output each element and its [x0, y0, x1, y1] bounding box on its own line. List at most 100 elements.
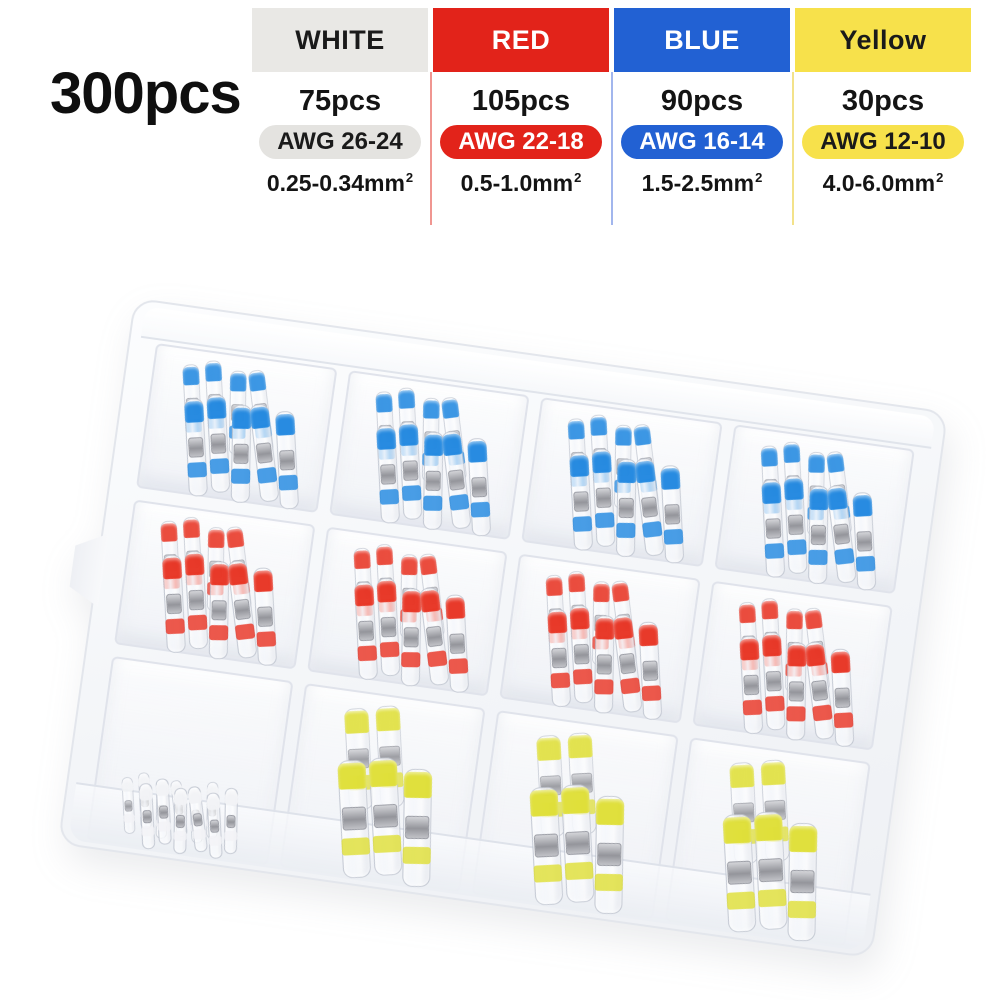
heat-shrink-band	[529, 789, 560, 817]
heat-shrink-band-lower	[787, 539, 808, 555]
solder-ring	[596, 654, 612, 675]
heat-shrink-band-lower	[550, 672, 571, 689]
connector-yellow	[722, 813, 757, 933]
solder-ring	[810, 525, 827, 545]
connector-row-front	[155, 547, 283, 667]
solder-ring	[165, 593, 182, 614]
heat-shrink-band	[547, 611, 568, 634]
heat-shrink-band	[545, 577, 564, 597]
solder-ring	[380, 617, 397, 638]
heat-shrink-band	[762, 634, 783, 657]
connector-blue	[467, 437, 492, 537]
column-header-yellow: Yellow	[795, 8, 971, 72]
heat-shrink-band	[183, 400, 204, 423]
heat-shrink-band-lower	[726, 890, 756, 910]
heat-shrink-band-lower	[833, 712, 854, 729]
total-count: 300pcs	[50, 61, 242, 126]
solder-ring	[765, 518, 782, 539]
solder-ring	[159, 804, 169, 819]
heat-shrink-band	[809, 488, 829, 511]
heat-shrink-band-lower	[564, 861, 594, 881]
heat-shrink-band-lower	[470, 502, 491, 518]
solder-ring	[278, 450, 295, 471]
heat-shrink-band	[174, 790, 188, 806]
column-title: RED	[491, 24, 551, 55]
solder-ring	[811, 680, 829, 702]
connector-red	[739, 635, 764, 735]
solder-ring	[233, 598, 251, 620]
solder-ring	[211, 600, 227, 621]
heat-shrink-band	[376, 427, 397, 451]
solder-ring	[341, 806, 367, 831]
box-latch	[62, 529, 108, 607]
heat-shrink-band	[403, 771, 432, 798]
solder-ring	[188, 590, 205, 611]
connector-blue	[423, 431, 444, 530]
heat-shrink-band	[568, 573, 586, 593]
solder-ring	[403, 627, 420, 648]
heat-shrink-band	[419, 589, 442, 613]
column-divider-red	[430, 72, 432, 225]
solder-ring	[404, 816, 430, 840]
solder-ring	[124, 799, 133, 812]
connector-white	[224, 787, 239, 855]
heat-shrink-band	[760, 600, 779, 620]
heat-shrink-band-lower	[786, 706, 806, 722]
heat-shrink-band-lower	[401, 652, 421, 668]
heat-shrink-band	[596, 798, 625, 825]
solder-ring	[618, 498, 634, 518]
connector-blue	[183, 397, 208, 497]
compartment-blue-3	[521, 397, 723, 568]
heat-shrink-band	[807, 454, 825, 473]
size-value: 1.5-2.5mm	[641, 170, 755, 196]
connector-white	[206, 792, 223, 859]
connector-blue	[615, 458, 637, 558]
heat-shrink-band-lower	[278, 474, 298, 491]
heat-shrink-band-lower	[187, 614, 208, 631]
heat-shrink-band-lower	[594, 679, 614, 695]
column-title: WHITE	[295, 24, 385, 55]
heat-shrink-band-lower	[256, 631, 276, 647]
heat-shrink-band-lower	[808, 550, 828, 565]
heat-shrink-band-lower	[380, 641, 400, 658]
heat-shrink-band	[368, 759, 398, 787]
heat-shrink-band	[616, 461, 637, 484]
heat-shrink-band	[121, 779, 134, 793]
solder-ring	[572, 491, 589, 512]
connector-blue	[852, 491, 877, 591]
awg-badge: AWG 16-14	[621, 125, 783, 159]
connector-red	[354, 581, 379, 681]
heat-shrink-band	[398, 424, 419, 447]
heat-shrink-band	[376, 580, 397, 603]
solder-ring	[380, 464, 397, 485]
column-divider-yellow	[792, 72, 794, 225]
pieces-count: 30pcs	[841, 85, 925, 117]
heat-shrink-band-lower	[209, 458, 230, 474]
heat-shrink-band-lower	[834, 548, 855, 565]
heat-shrink-band	[187, 788, 203, 805]
heat-shrink-band	[612, 616, 634, 640]
compartment-red-8	[691, 580, 893, 751]
solder-ring	[372, 804, 398, 829]
awg-badge: AWG 12-10	[802, 125, 964, 159]
heat-shrink-band	[852, 494, 873, 518]
heat-shrink-band	[638, 624, 659, 647]
size-value: 4.0-6.0mm	[822, 170, 936, 196]
heat-shrink-band-lower	[192, 828, 207, 840]
heat-shrink-band	[787, 645, 807, 667]
superscript: 2	[755, 170, 763, 186]
solder-ring	[142, 809, 153, 824]
compartment-blue-2	[328, 370, 530, 541]
wire-size-range: 1.5-2.5mm2	[614, 170, 790, 197]
connector-red	[786, 642, 807, 741]
solder-ring	[192, 812, 204, 827]
pieces-count: 105pcs	[471, 85, 571, 117]
column-header-white: WHITE	[252, 8, 428, 72]
heat-shrink-band-lower	[427, 650, 448, 668]
heat-shrink-band-lower	[787, 900, 816, 919]
connector-blue	[783, 475, 809, 575]
column-title: Yellow	[839, 24, 927, 55]
connector-red	[569, 604, 594, 704]
solder-ring	[425, 471, 442, 491]
heat-shrink-band	[567, 734, 594, 759]
